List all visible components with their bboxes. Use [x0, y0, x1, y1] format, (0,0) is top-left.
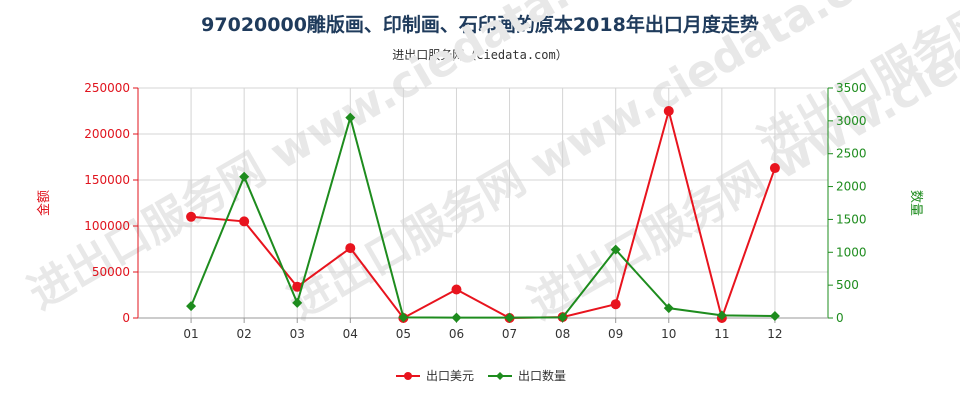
series-1-point	[769, 163, 780, 174]
left-tick-label: 200000	[84, 127, 130, 141]
legend-marker-2	[496, 372, 504, 380]
series-2-point	[292, 297, 303, 308]
legend-label-2: 出口数量	[518, 368, 566, 383]
series-2-point	[398, 312, 409, 323]
right-tick-label: 3500	[836, 81, 867, 95]
left-tick-label: 250000	[84, 81, 130, 95]
chart-title: 97020000雕版画、印制画、石印画的原本2018年出口月度走势	[201, 14, 759, 36]
series	[186, 106, 780, 323]
x-tick-label: 04	[343, 327, 358, 341]
series-1-point	[292, 281, 303, 292]
right-tick-label: 2500	[836, 147, 867, 161]
x-tick-label: 09	[608, 327, 623, 341]
right-tick-label: 1500	[836, 212, 867, 226]
right-axis-title: 数量	[908, 190, 923, 216]
right-tick-label: 1000	[836, 245, 867, 259]
series-2-point	[663, 303, 674, 314]
series-1-point	[345, 243, 356, 254]
series-line-2	[190, 113, 775, 319]
left-tick-label: 0	[122, 311, 130, 325]
x-tick-label: 06	[449, 327, 464, 341]
left-axis-title: 金额	[36, 190, 52, 216]
series-2-point	[345, 112, 356, 123]
axes: 0 50000 100000 150000 200000 250000 0 500 1000 15…	[36, 81, 923, 341]
left-tick-label: 150000	[84, 173, 130, 187]
x-tick-label: 07	[502, 327, 517, 341]
series-2-point	[239, 171, 250, 182]
series-line-1	[190, 107, 776, 322]
x-tick-label: 08	[555, 327, 570, 341]
x-tick-label: 05	[396, 327, 411, 341]
legend: 出口美元 出口数量	[396, 368, 566, 383]
legend-marker-1	[404, 372, 412, 380]
series-1-point	[451, 284, 462, 295]
x-tick-label: 03	[290, 327, 305, 341]
right-tick-label: 0	[836, 311, 844, 325]
x-tick-label: 10	[661, 327, 676, 341]
series-2-point	[716, 310, 727, 321]
left-tick-label: 50000	[92, 265, 130, 279]
x-tick-label: 02	[237, 327, 252, 341]
series-2-point	[186, 301, 197, 312]
series-2-point	[451, 312, 462, 323]
legend-label-1: 出口美元	[426, 369, 474, 383]
series-1-point	[610, 299, 621, 310]
x-tick-label: 01	[183, 327, 198, 341]
x-tick-label: 12	[767, 327, 782, 341]
x-tick-label: 11	[714, 327, 729, 341]
series-1-point	[663, 106, 674, 116]
series-2-point	[610, 244, 621, 255]
series-2-point	[769, 311, 780, 322]
left-tick-label: 100000	[84, 219, 130, 233]
series-2-point	[504, 312, 515, 323]
right-tick-label: 2000	[836, 180, 867, 194]
series-1-point	[186, 211, 197, 222]
series-1-point	[239, 216, 250, 227]
right-tick-label: 3000	[836, 114, 867, 128]
chart-subtitle: 进出口服务网（ciedata.com）	[392, 48, 568, 62]
right-tick-label: 500	[836, 278, 859, 292]
series-2-point	[557, 312, 568, 323]
